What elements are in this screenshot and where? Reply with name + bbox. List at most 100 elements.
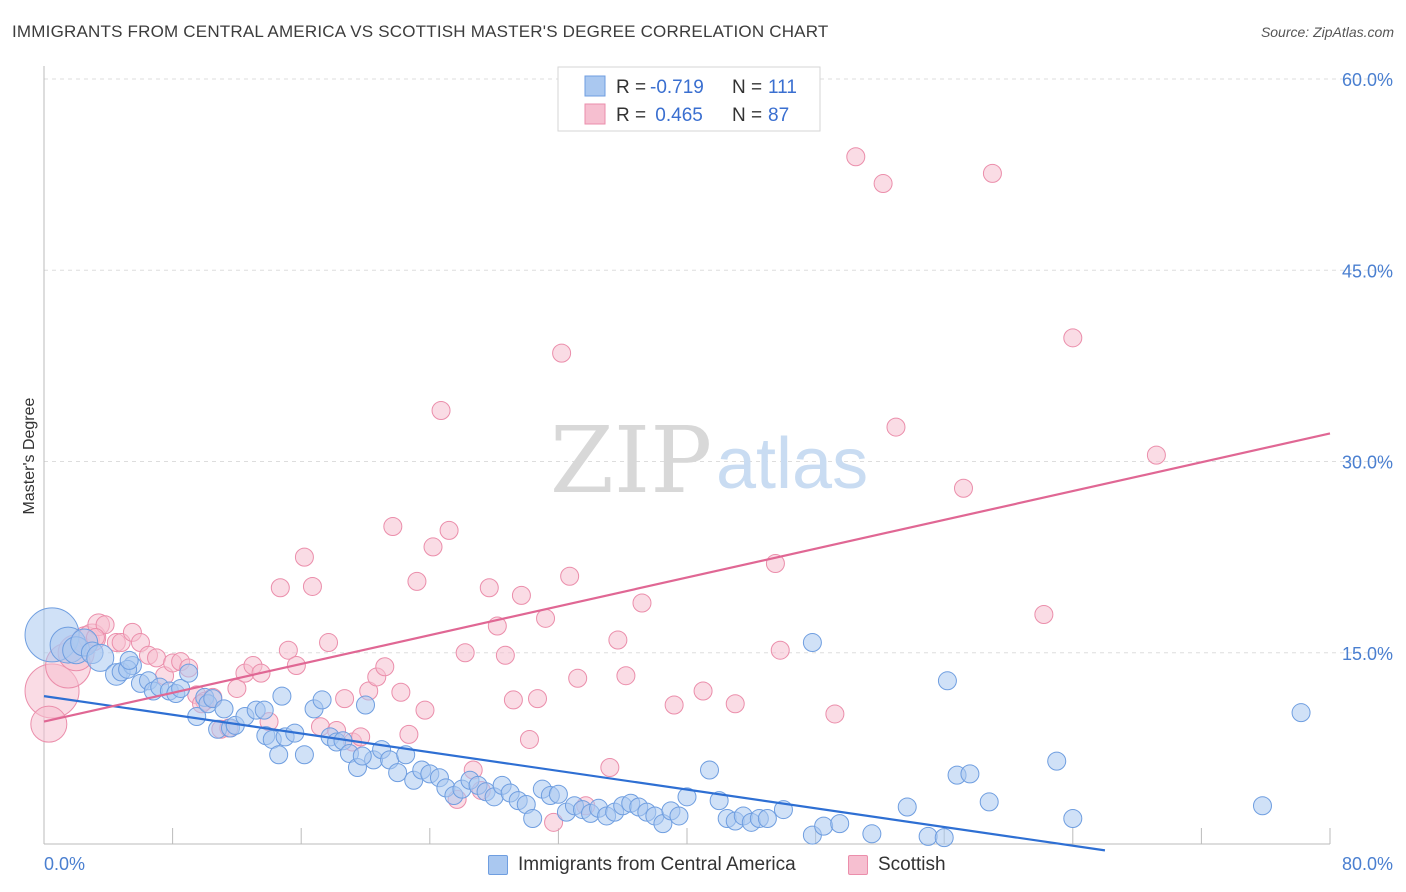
legend-item-scottish: Scottish — [848, 852, 946, 878]
x-tick-labels: 0.0% 80.0% — [44, 854, 1393, 874]
y-tick-label-2: 45.0% — [1342, 261, 1393, 281]
central-america-point — [548, 784, 568, 804]
central-america-point — [272, 686, 292, 706]
central-america-point — [352, 746, 372, 766]
legend-r-value-pink: 0.465 — [650, 105, 703, 126]
trend-lines — [43, 432, 1331, 852]
central-america-point — [1291, 703, 1311, 723]
scottish-point — [439, 520, 459, 540]
central-america-point — [86, 643, 115, 672]
scottish-point — [455, 643, 475, 663]
x-tick-label-1: 80.0% — [1342, 854, 1393, 874]
central-america-point — [294, 745, 314, 765]
central-america-point — [1252, 796, 1272, 816]
y-tick-labels: 15.0% 30.0% 45.0% 60.0% — [1342, 70, 1393, 664]
scottish-point — [302, 576, 322, 596]
gridlines — [44, 78, 1392, 654]
scottish-point — [664, 695, 684, 715]
legend-r-label-blue: R = — [616, 77, 646, 98]
central-america-point — [269, 745, 289, 765]
legend-swatch-blue — [584, 75, 606, 97]
y-tick-label-1: 30.0% — [1342, 453, 1393, 473]
scottish-point — [423, 537, 443, 557]
legend-n-label-pink: N = — [732, 105, 762, 126]
legend-r-label-pink: R = — [616, 105, 646, 126]
scottish-point — [608, 630, 628, 650]
scottish-point — [536, 608, 556, 628]
central-america-point — [757, 809, 777, 828]
legend-item-central-america: Immigrants from Central America — [488, 852, 796, 878]
scottish-point — [391, 682, 411, 702]
legend-swatch-pink — [584, 103, 606, 125]
scottish-point — [600, 758, 620, 777]
scottish-point — [270, 578, 290, 598]
scottish-point — [407, 571, 427, 591]
central-america-points — [24, 607, 1311, 848]
scottish-point — [375, 657, 395, 677]
central-america-point — [214, 699, 234, 719]
central-america-point — [937, 671, 957, 691]
scottish-point — [693, 681, 713, 701]
central-america-point — [254, 700, 274, 720]
scottish-point — [1034, 605, 1054, 624]
central-america-point — [897, 797, 917, 817]
scottish-point — [616, 666, 636, 686]
central-america-point — [669, 806, 689, 826]
scottish-point — [415, 700, 435, 720]
scottish-point — [632, 593, 652, 613]
central-america-point — [802, 633, 822, 653]
scottish-point — [552, 343, 572, 363]
central-america-point — [862, 824, 882, 844]
watermark-zip: ZIP — [550, 407, 712, 514]
watermark-atlas: atlas — [716, 424, 868, 504]
central-america-point — [356, 695, 375, 715]
series-legend: Immigrants from Central America Scottish — [0, 852, 1406, 878]
correlation-legend: R = -0.719 N = 111 R = 0.465 N = 87 — [557, 66, 821, 132]
source-label: Source: ZipAtlas.com — [1260, 24, 1394, 40]
watermark: ZIP atlas — [550, 407, 868, 514]
scottish-point — [568, 668, 588, 688]
legend-swatch-central-america — [488, 855, 508, 875]
legend-label-scottish: Scottish — [878, 854, 946, 875]
scottish-point — [399, 724, 419, 744]
scottish-point — [1146, 445, 1166, 465]
central-america-point — [830, 814, 850, 834]
scottish-point — [1063, 328, 1083, 348]
scottish-point — [147, 648, 167, 668]
scottish-point — [770, 640, 790, 660]
central-america-point — [312, 690, 332, 710]
scottish-point — [886, 417, 906, 437]
central-america-point — [1063, 809, 1083, 828]
scottish-point — [528, 689, 548, 709]
central-america-point — [179, 663, 199, 683]
scottish-point — [294, 547, 314, 567]
central-america-point — [700, 760, 720, 780]
y-tick-label-0: 15.0% — [1342, 644, 1393, 664]
scottish-point — [278, 640, 298, 660]
scottish-point — [479, 578, 499, 598]
central-america-point — [979, 792, 999, 812]
scottish-point — [982, 163, 1002, 183]
y-axis-label: Master's Degree — [21, 397, 38, 514]
central-america-point — [934, 828, 954, 848]
scottish-point — [873, 174, 893, 194]
scottish-point — [953, 478, 973, 498]
scottish-point — [503, 690, 523, 710]
scottish-point — [319, 633, 339, 653]
central-america-point — [523, 809, 543, 828]
legend-n-value-blue: 111 — [768, 77, 797, 98]
scottish-point — [560, 566, 580, 586]
scottish-point — [335, 689, 355, 709]
legend-swatch-scottish — [848, 855, 868, 875]
scottish-point — [846, 147, 866, 167]
scottish-point — [95, 615, 115, 635]
central-america-point — [388, 763, 408, 783]
scottish-point — [544, 812, 564, 832]
central-america-point — [677, 787, 697, 807]
central-america-point — [709, 791, 729, 811]
central-america-trend-line — [43, 695, 1106, 852]
legend-n-label-blue: N = — [732, 77, 762, 98]
scottish-point — [725, 694, 745, 714]
central-america-point — [918, 826, 938, 846]
x-tick-label-0: 0.0% — [44, 854, 85, 874]
